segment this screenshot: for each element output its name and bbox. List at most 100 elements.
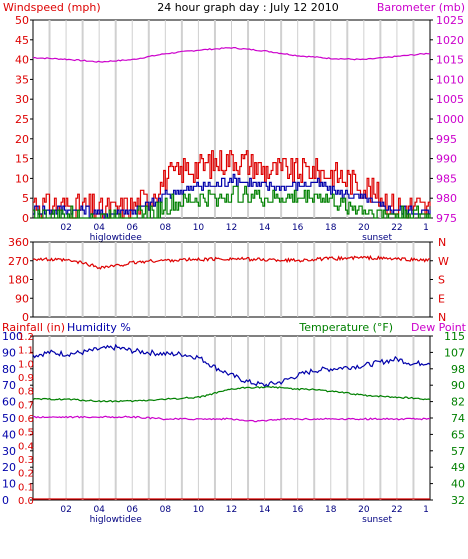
p1-left-tick: 10 bbox=[15, 172, 29, 185]
p3-rain-tick: 0.2 bbox=[18, 469, 34, 480]
p2-right-tick: N bbox=[438, 311, 446, 324]
p1-marker-label: sunset bbox=[362, 233, 392, 243]
p3-x-end: 1 bbox=[423, 505, 429, 515]
p3-humidity-tick: 0 bbox=[2, 494, 9, 507]
p3-humidity-tick: 70 bbox=[2, 379, 16, 392]
p3-x-tick: 22 bbox=[391, 505, 402, 515]
p2-left-tick: 270 bbox=[8, 255, 29, 268]
p1-right-tick: 1015 bbox=[436, 54, 464, 67]
p3-humidity-tick: 40 bbox=[2, 428, 16, 441]
p1-left-tick: 30 bbox=[15, 93, 29, 106]
p1-left-tick: 15 bbox=[15, 153, 29, 166]
p3-humidity-tick: 50 bbox=[2, 412, 16, 425]
p3-marker-label: higlowtidee bbox=[90, 515, 143, 525]
p3-rain-tick: 0.3 bbox=[18, 455, 34, 466]
p2-right-tick: E bbox=[438, 292, 445, 305]
p3-x-tick: 06 bbox=[127, 505, 139, 515]
temperature-green-line bbox=[32, 385, 431, 403]
p3-rain-tick: 0.8 bbox=[18, 387, 34, 398]
p1-left-tick: 20 bbox=[15, 133, 29, 146]
p2-left-tick: 360 bbox=[8, 236, 29, 249]
barometer-line bbox=[33, 47, 431, 63]
p1-x-tick: 12 bbox=[226, 223, 237, 233]
p1-right-tick: 1005 bbox=[436, 93, 464, 106]
p3-x-tick: 08 bbox=[160, 505, 172, 515]
p3-temp-tick: 65 bbox=[451, 428, 465, 441]
p3-temp-tick: 98 bbox=[451, 363, 465, 376]
p3-dewpoint-axis-label: Dew Point bbox=[411, 321, 467, 334]
p2-left-tick: 180 bbox=[8, 274, 29, 287]
p3-temp-tick: 49 bbox=[451, 461, 465, 474]
p2-left-tick: 0 bbox=[22, 311, 29, 324]
p3-rain-tick: 0.1 bbox=[18, 482, 34, 493]
p3-rain-tick: 1.0 bbox=[18, 359, 34, 370]
p2-right-tick: S bbox=[438, 274, 445, 287]
p3-temp-tick: 90 bbox=[451, 379, 465, 392]
p1-right-tick: 1000 bbox=[436, 113, 464, 126]
p3-humidity-tick: 90 bbox=[2, 346, 16, 359]
p3-temp-tick: 82 bbox=[451, 396, 465, 409]
p3-rain-tick: 0.9 bbox=[18, 373, 34, 384]
p3-humidity-tick: 30 bbox=[2, 445, 16, 458]
wind-direction-line bbox=[32, 254, 431, 270]
p1-x-tick: 14 bbox=[259, 223, 271, 233]
p1-x-tick: 04 bbox=[93, 223, 105, 233]
p3-humidity-tick: 20 bbox=[2, 461, 16, 474]
p3-humidity-axis-label: Humidity % bbox=[67, 321, 131, 334]
p3-marker-label: sunset bbox=[362, 515, 392, 525]
p3-x-tick: 16 bbox=[292, 505, 304, 515]
chart-title: 24 hour graph day : July 12 2010 bbox=[157, 1, 339, 14]
wind-gust-line bbox=[33, 150, 431, 219]
p3-x-tick: 20 bbox=[358, 505, 370, 515]
p3-rain-tick: 0.5 bbox=[18, 428, 34, 439]
p1-left-tick: 0 bbox=[22, 212, 29, 225]
p1-left-tick: 5 bbox=[22, 192, 29, 205]
p3-temp-tick: 57 bbox=[451, 445, 465, 458]
p3-humidity-tick: 80 bbox=[2, 363, 16, 376]
wind-avg-line bbox=[33, 173, 431, 219]
p3-x-tick: 14 bbox=[259, 505, 271, 515]
p3-x-tick: 18 bbox=[325, 505, 337, 515]
p3-rain-tick: 0.7 bbox=[18, 400, 34, 411]
p1-x-tick: 18 bbox=[325, 223, 337, 233]
p1-right-tick: 990 bbox=[436, 153, 457, 166]
temperature-magenta-line bbox=[32, 415, 431, 423]
p1-right-tick: 975 bbox=[436, 212, 457, 225]
p3-rain-tick: 1.2 bbox=[18, 332, 34, 343]
p3-temp-tick: 107 bbox=[444, 346, 465, 359]
p3-temp-tick: 32 bbox=[451, 494, 465, 507]
p2-left-tick: 90 bbox=[15, 292, 29, 305]
p1-right-tick: 980 bbox=[436, 192, 457, 205]
p3-humidity-tick: 60 bbox=[2, 396, 16, 409]
p3-rain-tick: 0.6 bbox=[18, 414, 34, 425]
p3-rain-axis-label: Rainfall (in) bbox=[2, 321, 65, 334]
p3-x-tick: 04 bbox=[93, 505, 105, 515]
p1-x-tick: 16 bbox=[292, 223, 304, 233]
p1-marker-label: higlowtidee bbox=[90, 233, 143, 243]
p1-left-tick: 50 bbox=[15, 14, 29, 27]
p2-right-tick: W bbox=[438, 255, 449, 268]
p3-humidity-tick: 10 bbox=[2, 478, 16, 491]
p3-rain-tick: 1.1 bbox=[18, 346, 34, 357]
p1-x-tick: 08 bbox=[160, 223, 172, 233]
p1-x-tick: 06 bbox=[127, 223, 139, 233]
p2-right-tick: N bbox=[438, 236, 446, 249]
p1-x-tick: 22 bbox=[391, 223, 402, 233]
p3-temp-tick: 115 bbox=[444, 330, 465, 343]
p3-x-tick: 10 bbox=[193, 505, 205, 515]
wind-low-line bbox=[33, 185, 431, 219]
p1-right-tick: 1020 bbox=[436, 34, 464, 47]
p3-temp-axis-label: Temperature (°F) bbox=[298, 321, 393, 334]
p1-left-tick: 45 bbox=[15, 34, 29, 47]
p3-rain-tick: 0.0 bbox=[18, 496, 34, 507]
p1-right-tick: 1025 bbox=[436, 14, 464, 27]
p1-x-tick: 10 bbox=[193, 223, 205, 233]
p3-humidity-tick: 100 bbox=[2, 330, 23, 343]
p1-x-tick: 20 bbox=[358, 223, 370, 233]
p1-x-tick: 02 bbox=[60, 223, 71, 233]
p3-temp-tick: 40 bbox=[451, 478, 465, 491]
p1-left-axis-label: Windspeed (mph) bbox=[3, 1, 101, 14]
p1-x-end: 1 bbox=[423, 223, 429, 233]
